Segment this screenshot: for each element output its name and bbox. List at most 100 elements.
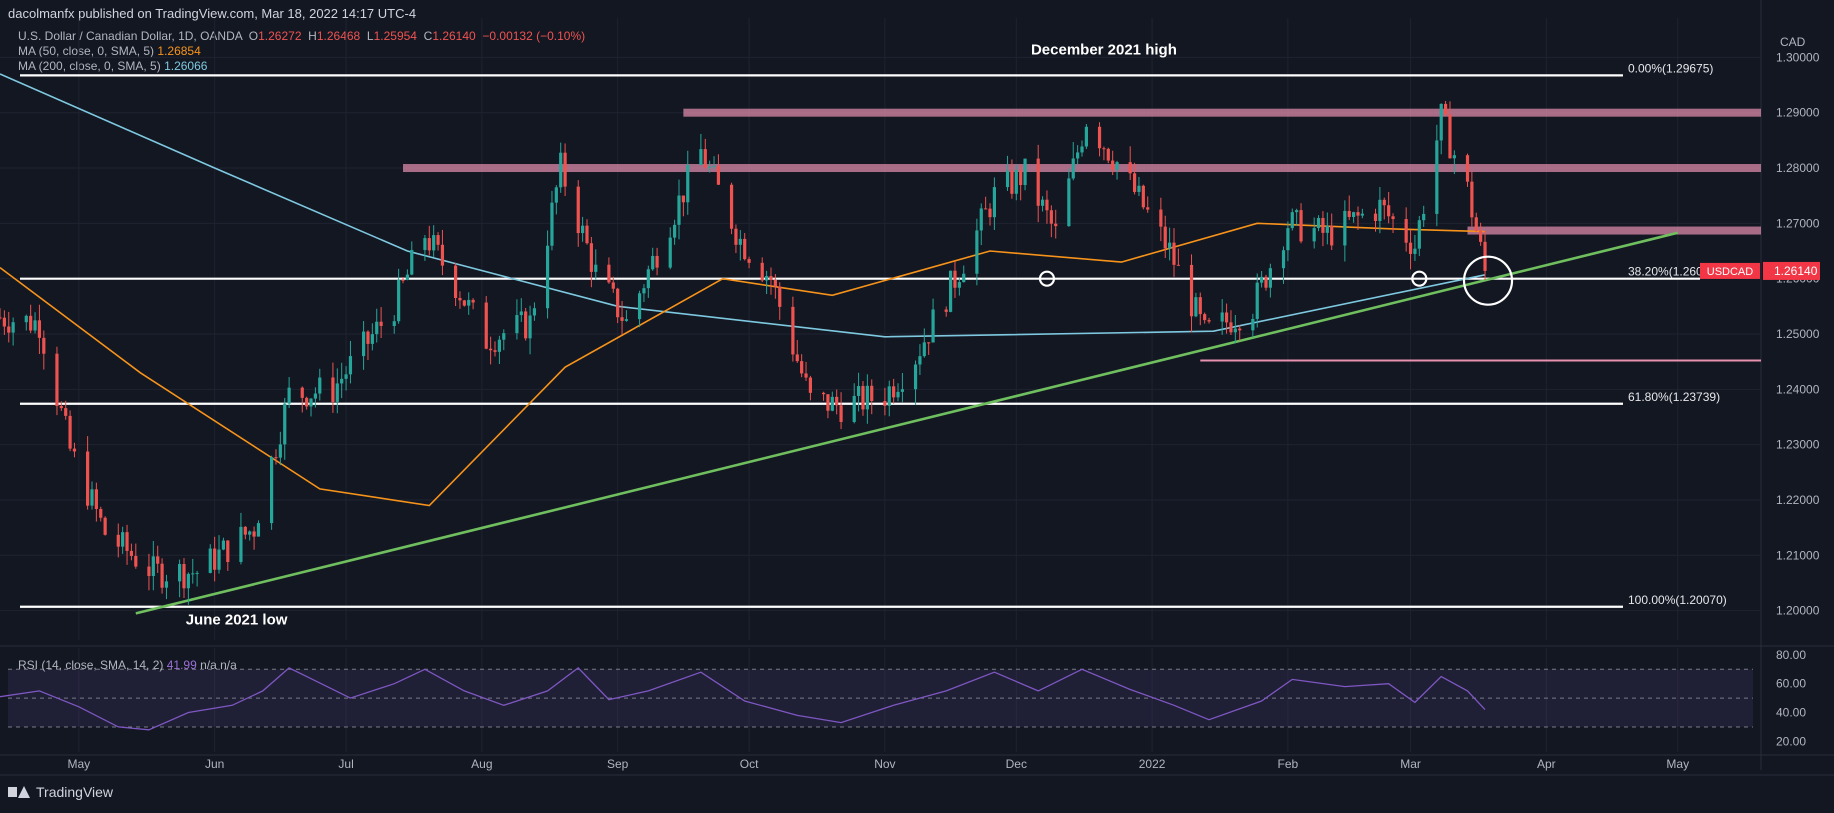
touch-circle: [1411, 270, 1428, 287]
candle-body: [427, 238, 431, 251]
candle-body: [616, 288, 620, 318]
x-tick-label: Jun: [205, 757, 224, 771]
candle-body: [1378, 199, 1382, 221]
candle-body: [42, 337, 46, 354]
candle-body: [440, 244, 445, 266]
x-tick-label: May: [1666, 757, 1689, 771]
x-tick-label: May: [68, 757, 91, 771]
candle-body: [147, 566, 151, 577]
candle-body: [716, 166, 721, 185]
footer-brand[interactable]: TradingView: [8, 784, 113, 800]
candle-body: [1172, 242, 1176, 265]
ma200-legend[interactable]: MA (200, close, 0, SMA, 5) 1.26066: [18, 59, 207, 73]
rsi-na: n/a n/a: [200, 658, 237, 672]
high-label: H: [308, 29, 317, 43]
y-tick-label: 1.21000: [1776, 548, 1820, 562]
candle-body: [502, 333, 506, 340]
candle-body: [410, 249, 414, 275]
rsi-tick-label: 40.00: [1776, 706, 1806, 720]
candle-body: [164, 581, 169, 588]
candle-body: [243, 526, 247, 535]
candle-body: [453, 265, 458, 298]
candle-body: [493, 350, 497, 352]
candle-body: [160, 563, 164, 588]
candle-body: [992, 187, 996, 218]
candle-body: [765, 276, 769, 281]
candle-body: [401, 279, 405, 281]
candle-body: [1067, 178, 1071, 227]
ma200-value: 1.26066: [164, 59, 208, 73]
candle-body: [1295, 210, 1299, 213]
ma200-label: MA (200, close, 0, SMA, 5): [18, 59, 161, 73]
candle-body: [33, 320, 37, 331]
symbol-legend: U.S. Dollar / Canadian Dollar, 1D, OANDA…: [18, 29, 585, 43]
candle-body: [962, 273, 966, 283]
candle-body: [1054, 223, 1058, 227]
candle-body: [1479, 230, 1483, 242]
ma50-value: 1.26854: [157, 44, 201, 58]
candle-body: [808, 377, 813, 393]
candle-body: [887, 386, 891, 406]
candle-body: [99, 509, 103, 518]
candle-body: [861, 386, 865, 410]
candle-body: [1264, 276, 1268, 288]
candle-body: [835, 396, 839, 406]
rsi-value: 41.99: [166, 658, 197, 672]
candle-body: [528, 315, 532, 339]
candle-body: [729, 184, 734, 229]
candle-body: [94, 489, 98, 510]
candle-body: [1238, 328, 1242, 331]
candle-body: [1194, 297, 1198, 317]
candle-body: [217, 549, 221, 570]
candle-body: [86, 451, 90, 506]
candle-body: [484, 302, 488, 349]
candle-body: [213, 548, 217, 570]
candle-body: [826, 394, 830, 411]
candle-body: [1198, 297, 1202, 315]
candle-body: [1325, 225, 1329, 233]
candle-body: [1115, 162, 1119, 170]
candle-body: [668, 237, 672, 268]
candle-body: [673, 224, 677, 238]
candle-body: [883, 401, 887, 406]
candle-body: [462, 300, 466, 306]
candle-body: [581, 225, 585, 234]
candle-body: [1422, 213, 1426, 221]
candle-body: [392, 321, 396, 326]
candles-group: [0, 100, 1487, 605]
candle-body: [913, 364, 918, 390]
candle-body: [1474, 217, 1478, 231]
candle-body: [778, 286, 782, 307]
candle-body: [620, 317, 624, 321]
candle-body: [1391, 216, 1395, 220]
candle-body: [1268, 268, 1272, 288]
candle-body: [979, 208, 983, 231]
candle-body: [1382, 199, 1386, 206]
candle-body: [274, 457, 278, 459]
candle-body: [1168, 242, 1172, 249]
candle-body: [830, 396, 834, 411]
candle-body: [607, 264, 611, 283]
candle-body: [900, 389, 905, 392]
candle-body: [1036, 158, 1040, 206]
candle-body: [467, 299, 471, 306]
candle-body: [703, 149, 707, 168]
candle-body: [405, 274, 409, 280]
candle-body: [221, 540, 226, 550]
candle-body: [532, 308, 537, 316]
rsi-legend[interactable]: RSI (14, close, SMA, 14, 2) 41.99 n/a n/…: [18, 658, 237, 672]
candle-body: [397, 279, 401, 322]
ma50-legend[interactable]: MA (50, close, 0, SMA, 5) 1.26854: [18, 44, 201, 58]
candle-body: [1014, 170, 1018, 194]
touch-circle: [1462, 255, 1514, 306]
candle-body: [90, 489, 94, 506]
candle-body: [1408, 242, 1413, 254]
candle-body: [734, 228, 738, 245]
candle-body: [1465, 155, 1470, 182]
candle-body: [1330, 225, 1334, 246]
candle-body: [252, 531, 256, 537]
candle-body: [839, 405, 843, 422]
candle-body: [611, 282, 615, 289]
candle-body: [29, 315, 33, 331]
